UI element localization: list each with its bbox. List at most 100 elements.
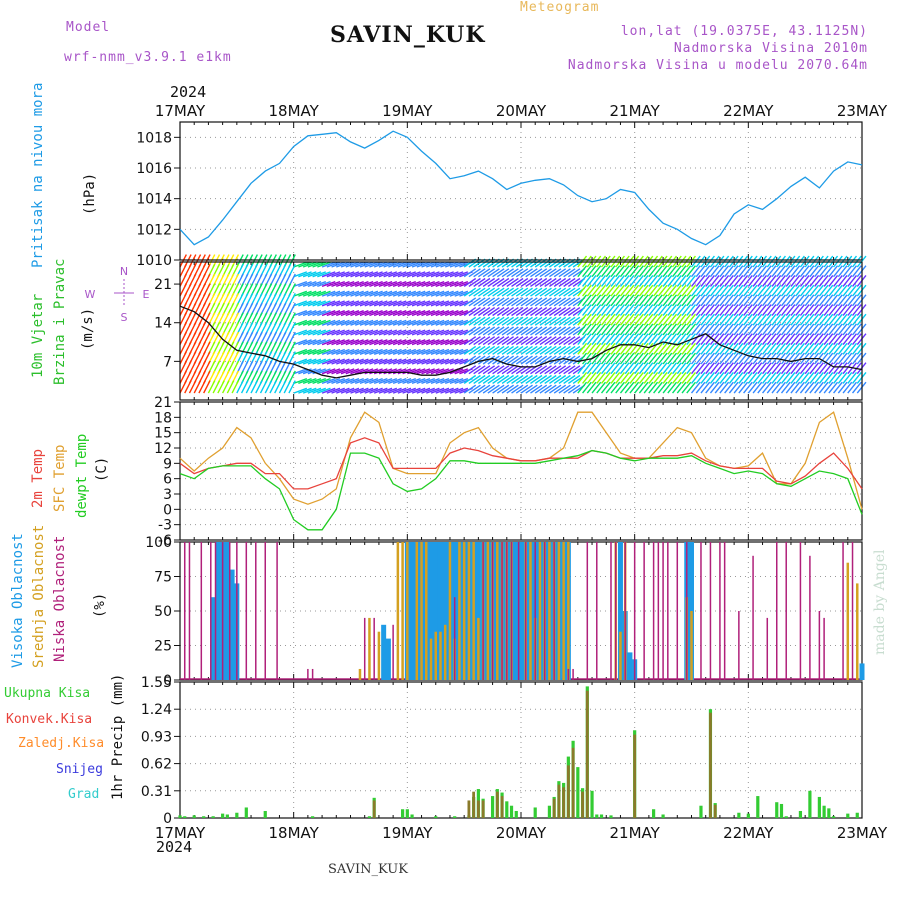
- wind-barb: [283, 380, 292, 394]
- wind-barb: [709, 352, 720, 365]
- wind-barb: [648, 313, 659, 326]
- wind-barb: [369, 339, 383, 346]
- wind-barb: [847, 323, 858, 336]
- wind-barb: [662, 313, 673, 326]
- wind-barb: [681, 274, 692, 287]
- low-cloud-bar: [501, 542, 503, 680]
- wind-barb: [397, 348, 412, 355]
- wind-barb: [629, 362, 640, 375]
- wind-barb: [719, 304, 730, 316]
- wind-barb: [695, 304, 706, 316]
- wind-barb: [833, 323, 843, 336]
- wind-barb: [851, 274, 862, 287]
- wind-barb: [539, 297, 552, 307]
- wind-barb: [785, 381, 796, 394]
- high-cloud-bar: [409, 542, 415, 680]
- wind-barb: [449, 271, 464, 278]
- wind-barb: [586, 294, 597, 307]
- low-cloud-bar: [752, 555, 754, 680]
- wind-barb: [411, 329, 426, 336]
- wind-barb: [369, 329, 383, 336]
- precip-total-bar: [576, 767, 580, 818]
- wind-barb: [274, 380, 282, 394]
- wind-barb: [681, 313, 692, 326]
- compass-w: W: [85, 288, 96, 301]
- wind-barb: [728, 313, 739, 326]
- low-cloud-bar: [823, 617, 825, 680]
- wind-barb: [397, 261, 412, 268]
- wind-barb: [676, 362, 687, 375]
- wind-barb: [359, 387, 374, 394]
- wind-barb: [776, 381, 787, 394]
- date-label-top: 21MAY: [610, 102, 661, 120]
- y-tick-label: 0.31: [141, 784, 172, 800]
- wind-barb: [596, 265, 607, 278]
- wind-barb: [719, 381, 730, 394]
- wind-barb: [402, 261, 416, 268]
- wind-barb: [307, 271, 322, 278]
- wind-barb: [814, 371, 824, 384]
- wind-barb: [795, 265, 805, 278]
- wind-barb: [430, 280, 445, 288]
- wind-barb: [421, 261, 435, 268]
- wind-barb: [790, 265, 801, 278]
- precip-conv-bar: [713, 804, 717, 818]
- y-tick-label: 0.62: [141, 757, 172, 773]
- wind-barb: [520, 374, 533, 384]
- wind-barb: [653, 304, 663, 316]
- wind-barb: [506, 384, 519, 394]
- wind-barb: [326, 300, 341, 307]
- wind-barb: [553, 384, 567, 394]
- wind-barb: [369, 319, 383, 326]
- wind-barb: [293, 329, 308, 336]
- wind-barb: [705, 333, 715, 346]
- wind-barb: [549, 336, 562, 346]
- wind-barb: [298, 329, 312, 336]
- wind-barb: [307, 290, 322, 297]
- wind-barb: [847, 294, 858, 307]
- wind-barb: [690, 323, 701, 336]
- wind-barb: [757, 342, 768, 355]
- wind-barb: [298, 300, 312, 307]
- wind-barb: [416, 358, 431, 365]
- wind-barb: [501, 297, 515, 307]
- wind-barb: [354, 358, 369, 365]
- wind-barb: [818, 323, 829, 336]
- wind-barb: [743, 323, 753, 336]
- wind-barb: [629, 274, 640, 287]
- wind-barb: [520, 345, 533, 355]
- wind-barb: [340, 280, 355, 288]
- precip-conv-bar: [633, 734, 637, 818]
- wind-barb: [444, 377, 459, 385]
- wind-barb: [411, 387, 426, 394]
- wind-barb: [359, 339, 374, 346]
- high-cloud-bar: [437, 542, 443, 680]
- mid-cloud-bar: [856, 583, 859, 680]
- wind-barb: [378, 377, 393, 385]
- wind-barb: [203, 380, 211, 394]
- wind-barb: [388, 300, 402, 307]
- wind-barb: [643, 323, 654, 336]
- precip-conv-bar: [566, 765, 570, 818]
- wind-barb: [752, 323, 763, 336]
- wind-barb: [501, 326, 515, 336]
- wind-barb: [430, 368, 445, 375]
- wind-barb: [317, 290, 331, 297]
- wind-barb: [477, 374, 491, 384]
- wind-barb: [719, 313, 730, 326]
- wind-barb: [402, 280, 416, 288]
- wind-barb: [293, 300, 308, 307]
- wind-barb: [383, 261, 398, 268]
- wind-barb: [577, 371, 588, 384]
- wind-barb: [634, 362, 644, 375]
- wind-barb: [530, 384, 543, 394]
- wind-barb: [293, 319, 308, 326]
- wind-barb: [378, 329, 393, 336]
- wind-barb: [501, 365, 515, 375]
- wind-barb: [492, 365, 505, 375]
- wind-barb: [411, 300, 426, 307]
- wind-barb: [567, 365, 581, 375]
- wind-barb: [340, 290, 355, 297]
- wind-barb: [307, 310, 322, 317]
- wind-barb: [534, 287, 548, 297]
